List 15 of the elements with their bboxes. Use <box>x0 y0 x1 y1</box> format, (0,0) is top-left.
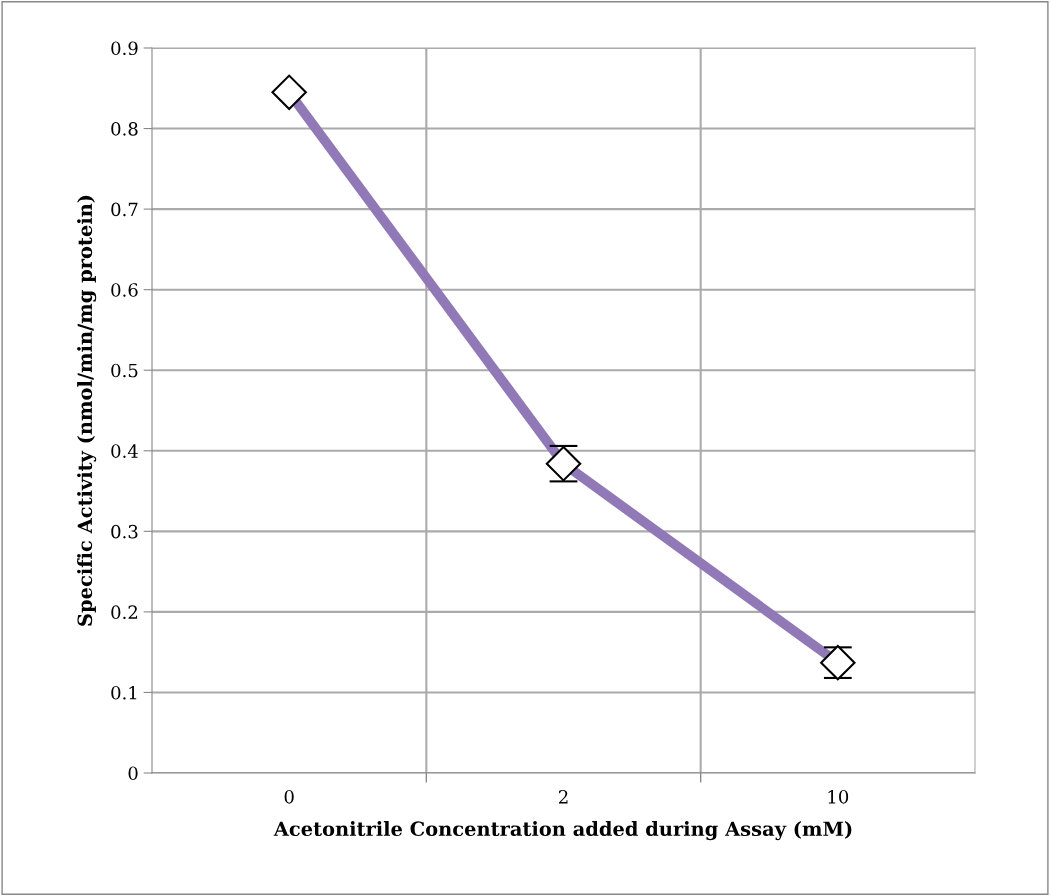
y-tick-label: 0.6 <box>111 283 138 297</box>
x-tick-label: 10 <box>828 789 849 804</box>
y-tick-label: 0.3 <box>111 524 138 539</box>
y-tick-label: 0.5 <box>111 363 138 378</box>
y-tick-label: 0.9 <box>111 41 138 56</box>
y-tick-label: 0 <box>128 766 138 781</box>
y-tick-label: 0.8 <box>111 122 138 136</box>
y-axis-title: Specific Activity (nmol/min/mg protein) <box>77 195 97 626</box>
x-axis-title: Acetonitrile Concentration added during Assay (mM) <box>273 821 852 841</box>
x-tick-label: 2 <box>558 789 568 804</box>
y-tick-label: 0.4 <box>111 444 138 458</box>
x-tick-label: 0 <box>284 789 294 804</box>
y-tick-label: 0.2 <box>111 605 138 620</box>
y-tick-label: 0.7 <box>111 202 138 217</box>
y-tick-label: 0.1 <box>111 685 137 700</box>
